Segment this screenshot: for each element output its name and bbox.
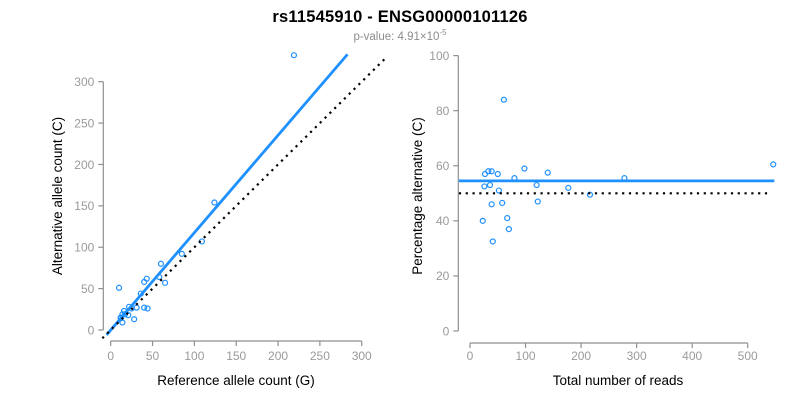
data-point	[504, 214, 511, 222]
data-point	[500, 96, 507, 103]
data-point	[119, 319, 126, 326]
right-plot: 0 100 200 300 400 500 0 20 40 60 80 100 Total number…	[410, 49, 777, 388]
x-tick-label: 200	[268, 349, 288, 363]
x-tick-label: 400	[682, 349, 702, 363]
pvalue-prefix: p-value:	[353, 30, 398, 43]
figure-title: rs11545910 - ENSG00000101126	[272, 8, 528, 26]
x-tick-label: 300	[352, 349, 372, 363]
data-point	[211, 199, 218, 206]
data-point	[131, 316, 138, 323]
y-tick-label: 20	[436, 269, 450, 283]
data-point	[481, 183, 488, 190]
data-point	[521, 165, 528, 172]
x-tick-label: 250	[310, 349, 330, 363]
y-tick-label: 60	[436, 159, 450, 173]
pvalue-mantissa: 4.91×10	[397, 30, 440, 43]
data-point	[157, 260, 165, 267]
data-point	[290, 52, 298, 59]
y-axis-title: Alternative allele count (C)	[50, 117, 65, 275]
data-point	[499, 199, 506, 207]
data-point	[494, 170, 501, 178]
data-point	[488, 201, 495, 208]
y-tick-label: 100	[74, 241, 94, 255]
data-point	[770, 161, 777, 168]
x-tick-label: 100	[516, 349, 536, 363]
y-axis-title: Percentage alternative (C)	[410, 117, 425, 275]
x-tick-label: 300	[627, 349, 647, 363]
x-axis-title: Total number of reads	[553, 373, 684, 388]
y-tick-label: 0	[88, 323, 95, 337]
y-tick-label: 40	[436, 214, 450, 228]
x-tick-label: 0	[107, 349, 114, 363]
x-tick-label: 50	[146, 349, 160, 363]
data-point	[489, 238, 496, 245]
data-point	[481, 170, 489, 178]
y-tick-label: 150	[74, 199, 94, 213]
data-point	[486, 181, 494, 189]
x-axis-title: Reference allele count (G)	[157, 373, 315, 388]
y-tick-label: 0	[443, 324, 450, 338]
left-plot: 0 50 100 150 200 250 300 0 50 100 150 200 250 300 Refe…	[50, 52, 387, 388]
data-point	[565, 184, 572, 191]
data-point	[161, 279, 169, 286]
data-point	[178, 250, 185, 257]
y-tick-label: 300	[74, 75, 94, 89]
x-tick-label: 500	[738, 349, 758, 363]
identity-line	[101, 56, 387, 340]
x-tick-label: 100	[184, 349, 204, 363]
data-point	[488, 168, 495, 175]
pvalue-exponent: -5	[439, 28, 447, 37]
data-point	[533, 181, 540, 189]
y-tick-label: 250	[74, 116, 94, 130]
x-tick-label: 200	[571, 349, 591, 363]
data-point	[495, 187, 502, 194]
data-point	[505, 226, 512, 233]
data-point	[534, 198, 541, 205]
x-tick-label: 0	[467, 349, 474, 363]
y-tick-label: 200	[74, 158, 94, 172]
data-point	[544, 169, 551, 176]
figure-subtitle: p-value: 4.91×10-5	[0, 28, 800, 43]
data-point	[115, 284, 123, 291]
data-point	[144, 305, 151, 312]
y-tick-label: 80	[436, 104, 450, 118]
y-tick-label: 100	[429, 49, 449, 63]
x-tick-label: 150	[226, 349, 246, 363]
data-point	[485, 168, 492, 175]
data-point	[141, 304, 148, 311]
data-point	[479, 217, 486, 224]
data-point	[125, 312, 132, 319]
data-point	[143, 275, 150, 282]
data-point	[586, 191, 594, 198]
y-tick-label: 50	[81, 282, 95, 296]
data-point	[133, 304, 140, 311]
regression-line	[105, 53, 349, 336]
